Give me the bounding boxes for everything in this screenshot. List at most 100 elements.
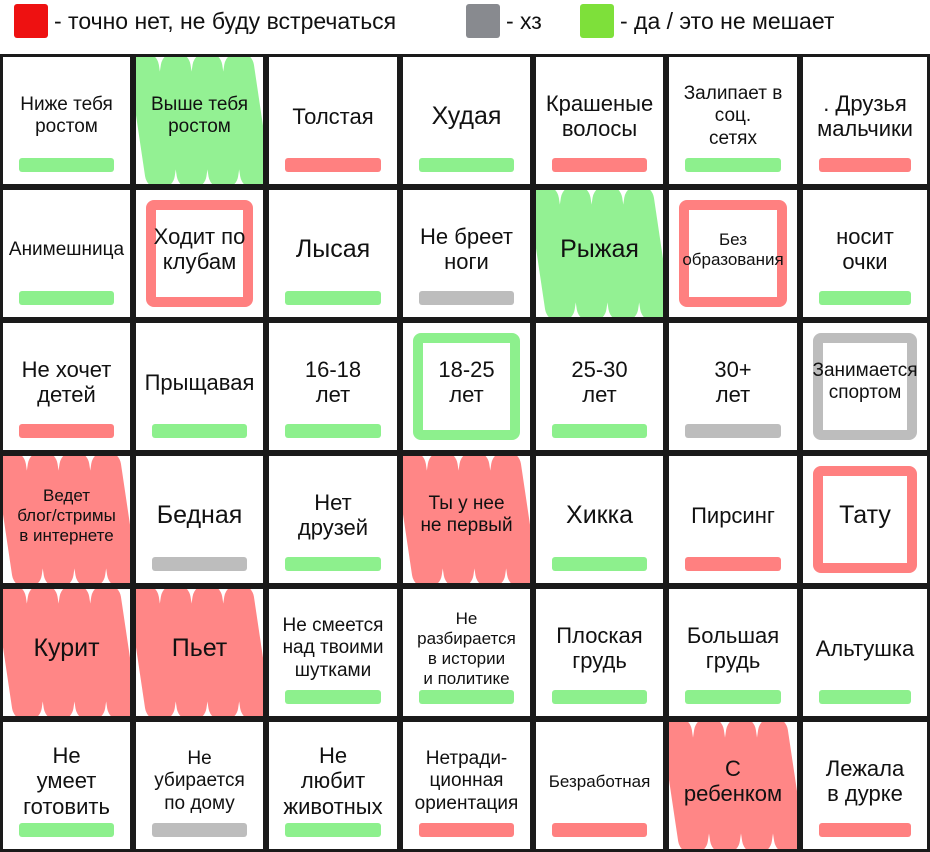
legend-swatch-yes [580,4,614,38]
cell-label: Ведет блог/стримы в интернете [17,485,116,545]
underline-mark [819,158,911,172]
cell-label: Ходит по клубам [153,223,246,275]
cell-label: Ниже тебя ростом [20,94,113,138]
cell-label: Не умеет готовить [23,742,110,820]
cell-label: Ты у нее не первый [420,493,513,537]
underline-mark [552,823,647,837]
bingo-cell[interactable]: Занимается спортом [800,320,930,453]
underline-mark [285,424,381,438]
cell-label: Толстая [292,103,374,129]
underline-mark [685,557,781,571]
cell-label: Пирсинг [691,502,775,528]
scribble-mark [136,57,263,184]
bingo-cell[interactable]: Ходит по клубам [133,187,266,320]
bingo-cell[interactable]: Большая грудь [666,586,800,719]
cell-label: Большая грудь [686,622,780,674]
cell-label: носит очки [836,223,894,275]
bingo-cell[interactable]: Не умеет готовить [0,719,133,852]
legend-item-yes: - да / это не мешает [580,4,834,38]
underline-mark [19,158,114,172]
bingo-cell[interactable]: Курит [0,586,133,719]
cell-label: Лысая [295,234,371,263]
bingo-cell[interactable]: носит очки [800,187,930,320]
bingo-cell[interactable]: Лысая [266,187,400,320]
bingo-cell[interactable]: 16-18 лет [266,320,400,453]
bingo-cell[interactable]: 25-30 лет [533,320,666,453]
cell-label: 18-25 лет [438,356,495,408]
bingo-cell[interactable]: Нетради- ционная ориентация [400,719,533,852]
cell-label: Не убирается по дому [154,748,245,814]
underline-mark [152,557,247,571]
cell-label: Безработная [548,771,651,791]
bingo-cell[interactable]: Альтушка [800,586,930,719]
underline-mark [685,690,781,704]
bingo-cell[interactable]: Залипает в соц. сетях [666,54,800,187]
bingo-cell[interactable]: Не бреет ноги [400,187,533,320]
scribble-mark [136,589,263,716]
scribble-mark [3,589,130,716]
bingo-cell[interactable]: Ниже тебя ростом [0,54,133,187]
bingo-cell[interactable]: Не хочет детей [0,320,133,453]
scribble-mark [3,456,130,583]
underline-mark [285,291,381,305]
bingo-cell[interactable]: Нет друзей [266,453,400,586]
box-mark [413,333,520,440]
cell-label: Рыжая [560,234,639,263]
bingo-cell[interactable]: Крашеные волосы [533,54,666,187]
bingo-cell[interactable]: Безработная [533,719,666,852]
bingo-cell[interactable]: Бедная [133,453,266,586]
cell-label: Прыщавая [144,369,255,395]
bingo-cell[interactable]: Прыщавая [133,320,266,453]
bingo-cell[interactable]: Тату [800,453,930,586]
cell-label: Нетради- ционная ориентация [414,748,519,814]
bingo-cell[interactable]: Без образования [666,187,800,320]
bingo-cell[interactable]: 30+ лет [666,320,800,453]
underline-mark [685,424,781,438]
bingo-cell[interactable]: Не любит животных [266,719,400,852]
underline-mark [19,823,114,837]
underline-mark [285,823,381,837]
bingo-cell[interactable]: С ребенком [666,719,800,852]
underline-mark [152,823,247,837]
bingo-cell[interactable]: 18-25 лет [400,320,533,453]
cell-label: Крашеные волосы [545,90,654,142]
bingo-cell[interactable]: Хикка [533,453,666,586]
underline-mark [19,424,114,438]
bingo-cell[interactable]: Плоская грудь [533,586,666,719]
legend-item-unsure: - хз [466,4,542,38]
bingo-cell[interactable]: Выше тебя ростом [133,54,266,187]
bingo-cell[interactable]: Лежала в дурке [800,719,930,852]
bingo-cell[interactable]: Анимешница [0,187,133,320]
underline-mark [152,424,247,438]
box-mark [813,466,917,573]
legend-item-no: - точно нет, не буду встречаться [14,4,396,38]
cell-label: 30+ лет [714,356,752,408]
cell-label: 16-18 лет [304,356,362,408]
legend-label: - хз [506,7,542,34]
underline-mark [419,690,514,704]
bingo-cell[interactable]: Ты у нее не первый [400,453,533,586]
cell-label: 25-30 лет [571,356,628,408]
cell-label: Без образования [682,229,784,269]
bingo-cell[interactable]: Рыжая [533,187,666,320]
cell-label: Бедная [156,500,243,529]
legend: - точно нет, не буду встречаться - хз - да… [0,0,930,48]
bingo-cell[interactable]: Худая [400,54,533,187]
bingo-cell[interactable]: Не разбирается в истории и политике [400,586,533,719]
underline-mark [419,291,514,305]
bingo-cell[interactable]: Не убирается по дому [133,719,266,852]
underline-mark [419,823,514,837]
bingo-cell[interactable]: Не смеется над твоими шутками [266,586,400,719]
bingo-cell[interactable]: Пирсинг [666,453,800,586]
cell-label: Лежала в дурке [825,755,905,807]
box-mark [813,333,917,440]
bingo-cell[interactable]: Толстая [266,54,400,187]
underline-mark [419,158,514,172]
bingo-cell[interactable]: Ведет блог/стримы в интернете [0,453,133,586]
cell-label: Выше тебя ростом [150,94,248,138]
bingo-cell[interactable]: . Друзья мальчики [800,54,930,187]
underline-mark [819,690,911,704]
bingo-cell[interactable]: Пьет [133,586,266,719]
underline-mark [819,823,911,837]
scribble-mark [669,722,797,849]
